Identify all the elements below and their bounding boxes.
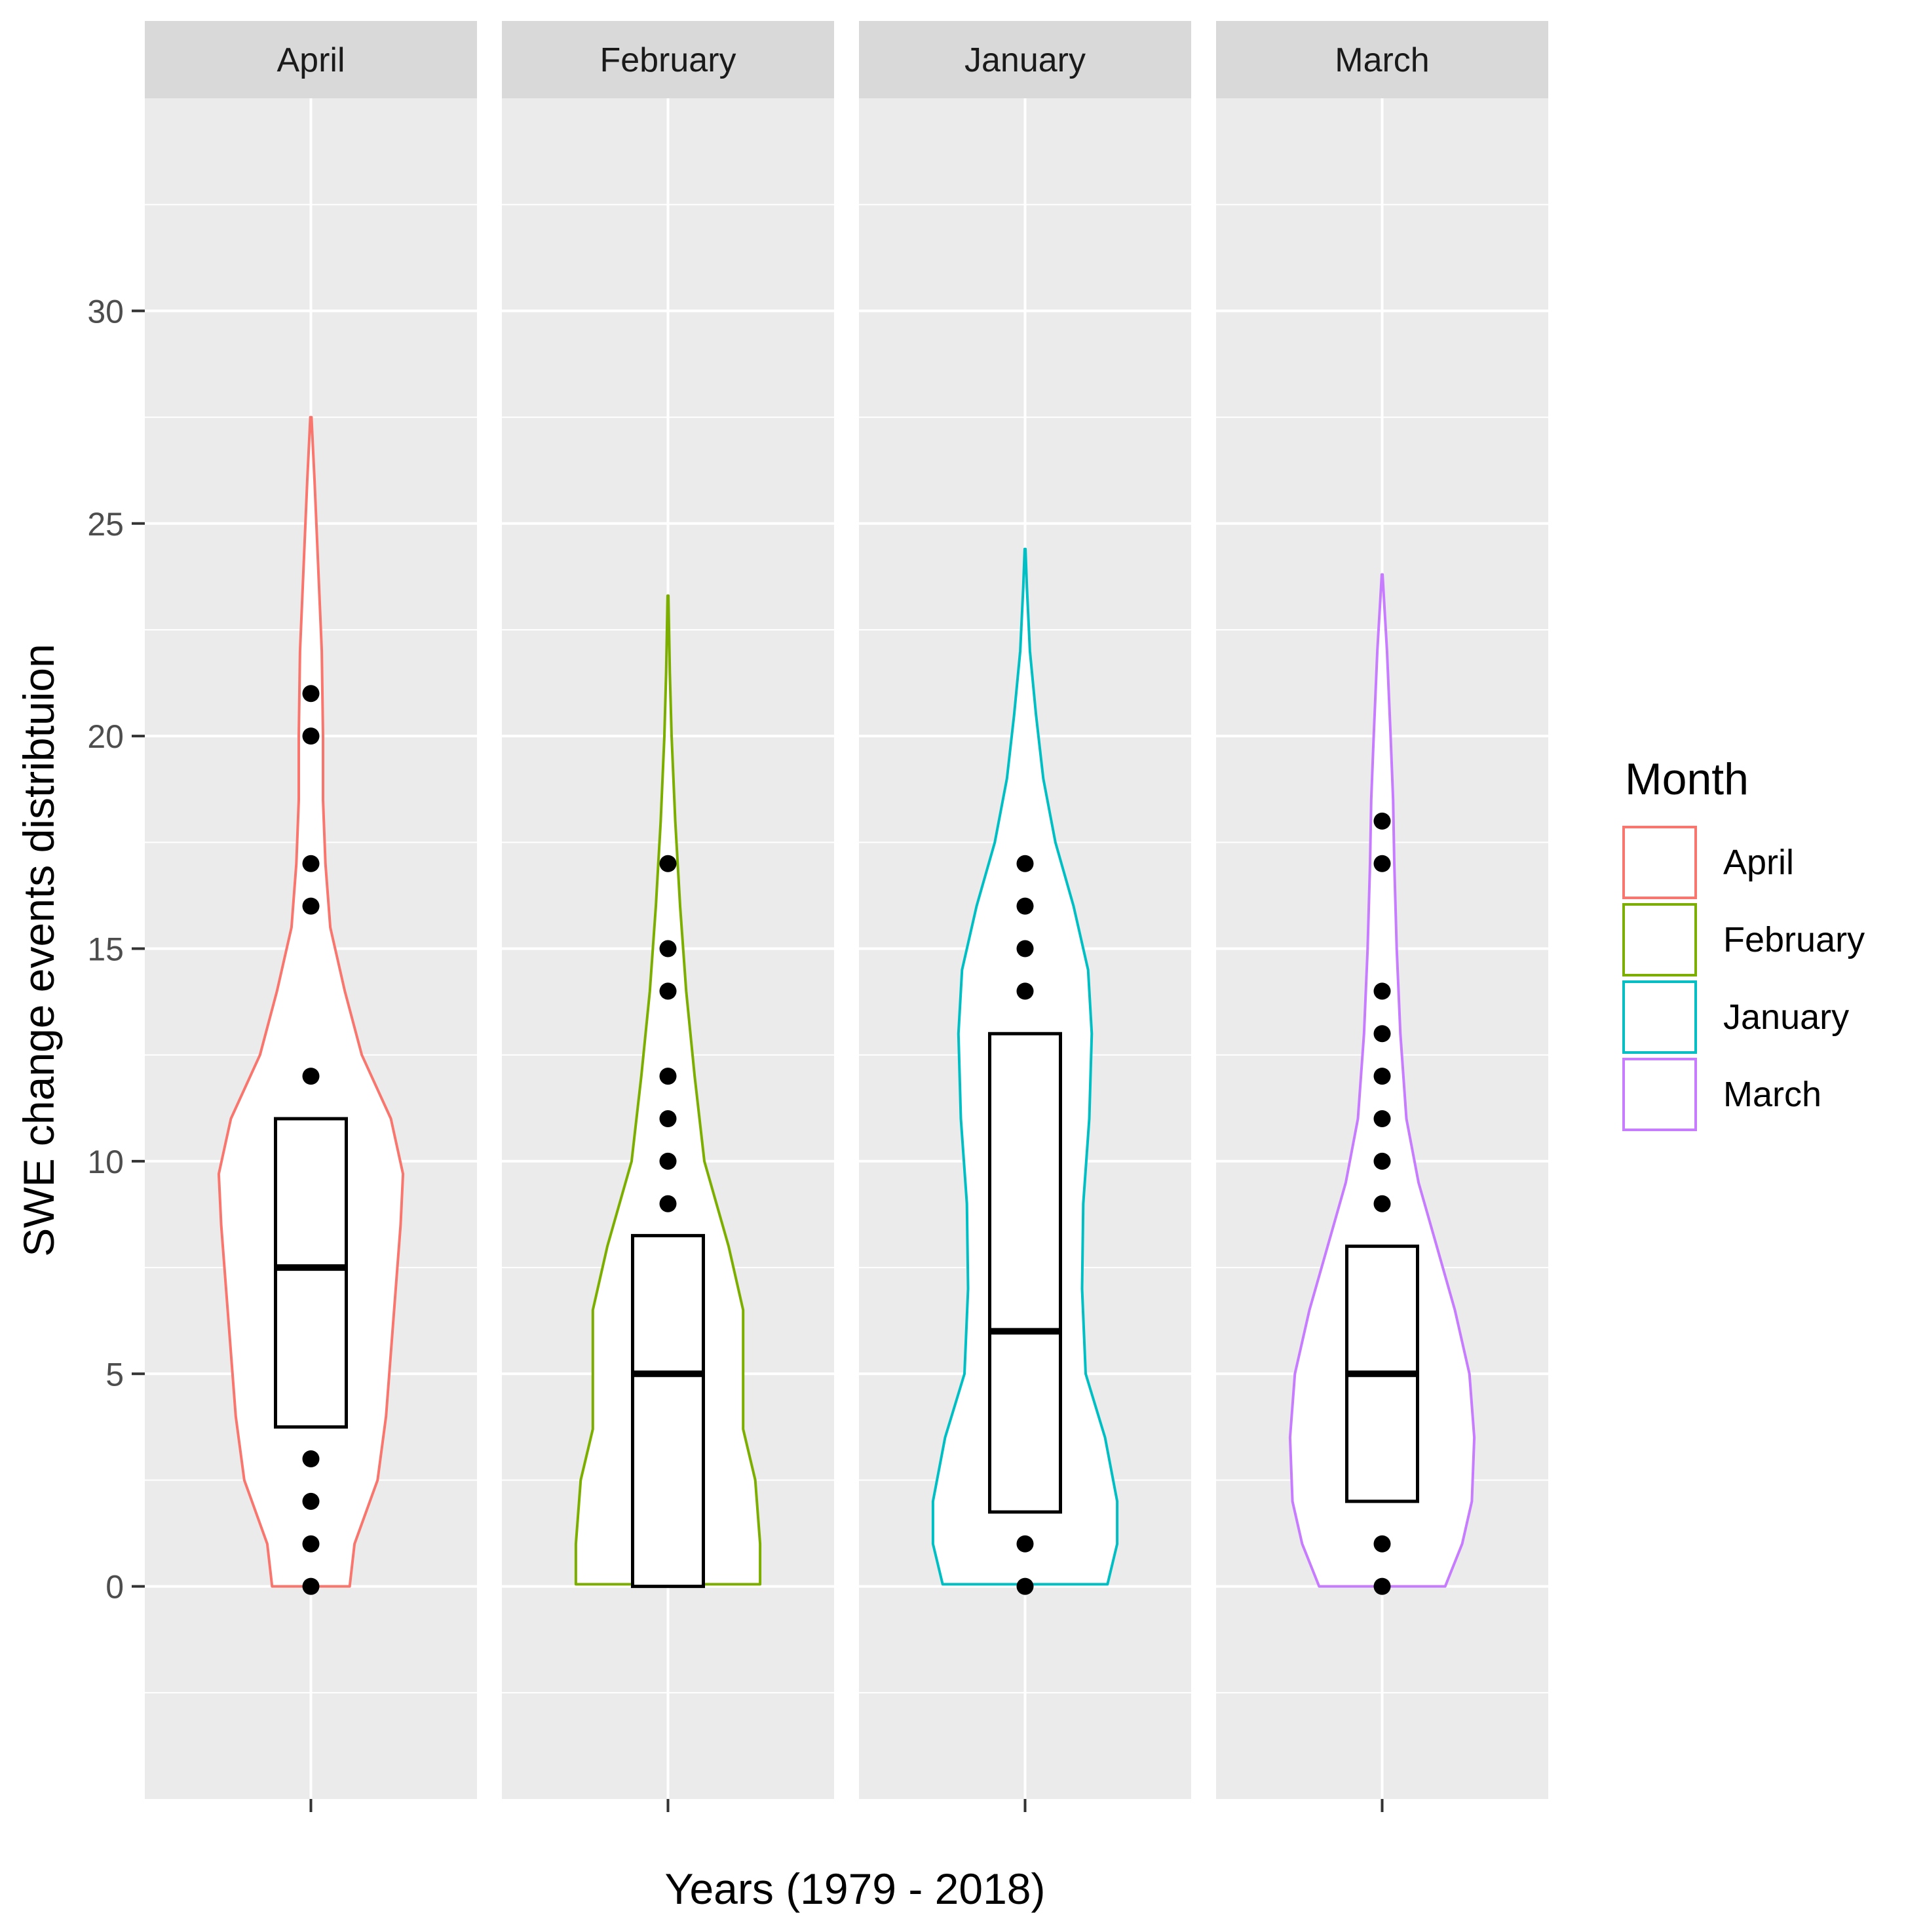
outlier-point [302,1577,320,1595]
facet-strip [1216,21,1548,98]
outlier-point [302,1450,320,1467]
facet-strip-label: March [1335,41,1429,79]
legend-key-january [1622,980,1697,1054]
outlier-point [659,855,677,872]
outlier-point [1016,982,1034,1000]
y-tick-label: 20 [87,718,124,755]
facet-panel-january: January [859,21,1191,1812]
outlier-point [1373,1068,1391,1085]
y-axis-title: SWE change events distribtuion [14,644,63,1257]
legend-label: February [1723,920,1865,959]
outlier-point [1373,1152,1391,1170]
facet-panels: April February January March [145,21,1548,1812]
outlier-point [659,940,677,957]
facet-strip [859,21,1191,98]
y-tick-label: 10 [87,1144,124,1180]
facet-panel-march: March [1216,21,1548,1812]
outlier-point [1373,855,1391,872]
outlier-point [1016,1577,1034,1595]
outlier-point [302,685,320,703]
facet-panel-february: February [502,21,834,1812]
boxplot-box [988,1032,1062,1514]
facet-panel-april: April [145,21,477,1812]
outlier-point [659,1152,677,1170]
outlier-point [1016,855,1034,872]
legend-title: Month [1625,754,1749,804]
boxplot-box [631,1233,705,1589]
outlier-point [302,1068,320,1085]
y-axis: 0 5 10 15 20 25 30 [87,293,145,1606]
outlier-point [1373,982,1391,1000]
legend-label: April [1723,843,1794,882]
y-tick-label: 0 [105,1569,124,1606]
outlier-point [659,1195,677,1212]
outlier-point [1373,1577,1391,1595]
facet-strip-label: January [964,41,1086,79]
outlier-point [659,1068,677,1085]
outlier-point [1373,812,1391,830]
outlier-point [302,727,320,745]
outlier-point [1373,1195,1391,1212]
outlier-point [302,1535,320,1553]
y-tick-label: 25 [87,506,124,543]
legend-label: March [1723,1075,1821,1114]
outlier-point [1373,1110,1391,1127]
outlier-point [1016,1535,1034,1553]
y-tick-label: 30 [87,293,124,330]
facet-strip-label: April [276,41,345,79]
facet-strip-label: February [600,41,736,79]
violin-february [574,594,762,1586]
outlier-point [659,1110,677,1127]
boxplot-box [274,1117,348,1429]
outlier-point [1016,897,1034,915]
legend: Month April February January March [1622,754,1865,1131]
legend-key-march [1622,1058,1697,1131]
x-axis-title: Years (1979 - 2018) [665,1864,1046,1913]
outlier-point [302,855,320,872]
legend-label: January [1723,997,1849,1037]
y-tick-label: 5 [105,1356,124,1393]
outlier-point [302,897,320,915]
legend-key-february [1622,903,1697,976]
legend-key-april [1622,826,1697,899]
violin-april [217,415,405,1588]
y-tick-label: 15 [87,931,124,968]
outlier-point [302,1492,320,1510]
outlier-point [1373,1025,1391,1043]
outlier-point [659,982,677,1000]
outlier-point [1373,1535,1391,1553]
facet-strip [145,21,477,98]
outlier-point [1016,940,1034,957]
facet-strip [502,21,834,98]
